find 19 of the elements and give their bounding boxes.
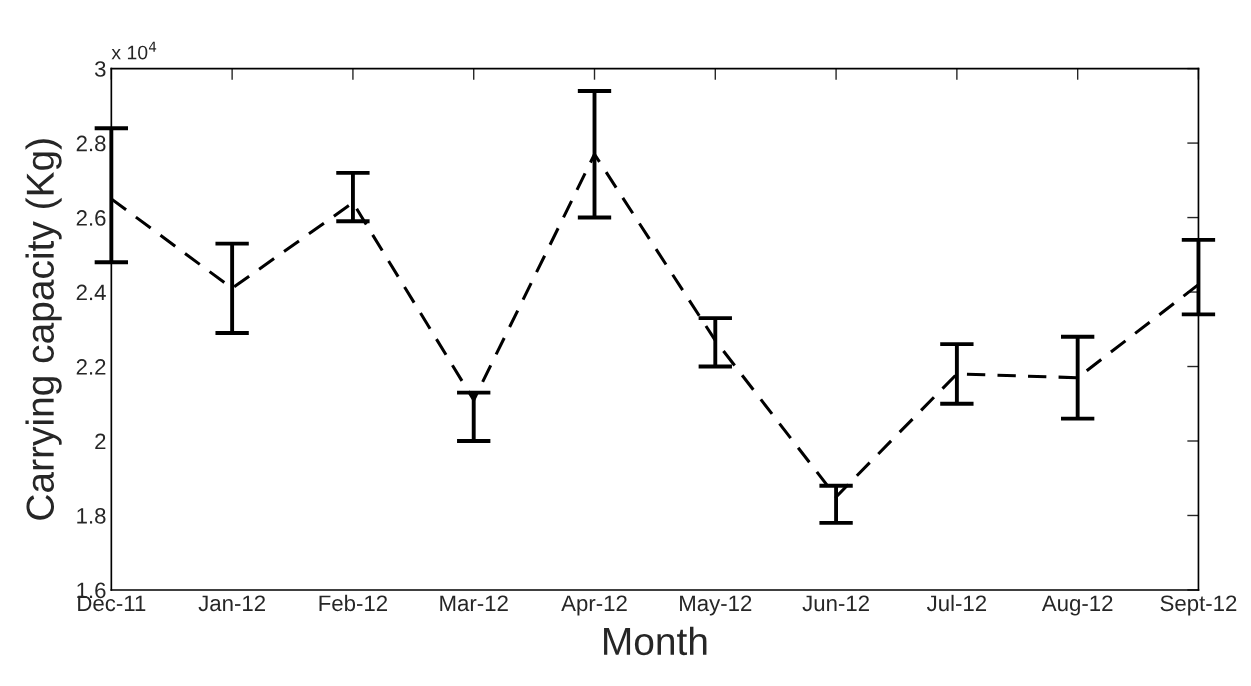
- x-tick-label: Jan-12: [198, 595, 265, 612]
- x-tick-label: Jul-12: [926, 594, 987, 612]
- text: x 10$^{4}$: [111, 41, 157, 60]
- y-tick-label: 3: [94, 61, 106, 77]
- y-tick-label: 2: [95, 433, 106, 450]
- x-axis-title: Month: [604, 626, 707, 656]
- x-tick-label: Jun-12: [802, 595, 869, 612]
- x-tick-label: Apr-12: [561, 595, 627, 616]
- y-tick-label: 2.8: [76, 135, 106, 152]
- x-tick-label: Feb-12: [319, 594, 388, 612]
- y-tick-label: 2.2: [76, 359, 106, 375]
- x-tick-label: Sept-12: [1160, 595, 1237, 616]
- x-tick-label: Mar-12: [440, 595, 508, 612]
- y-axis-title: Carrying capacity (Kg): [25, 139, 62, 520]
- x-tick-label: May-12: [680, 595, 752, 616]
- y-tick-label: 2.6: [76, 210, 106, 226]
- x-tick-label: Aug-12: [1041, 595, 1113, 616]
- y-tick-label: 2.4: [76, 284, 106, 301]
- y-tick-label: 1.8: [77, 508, 106, 524]
